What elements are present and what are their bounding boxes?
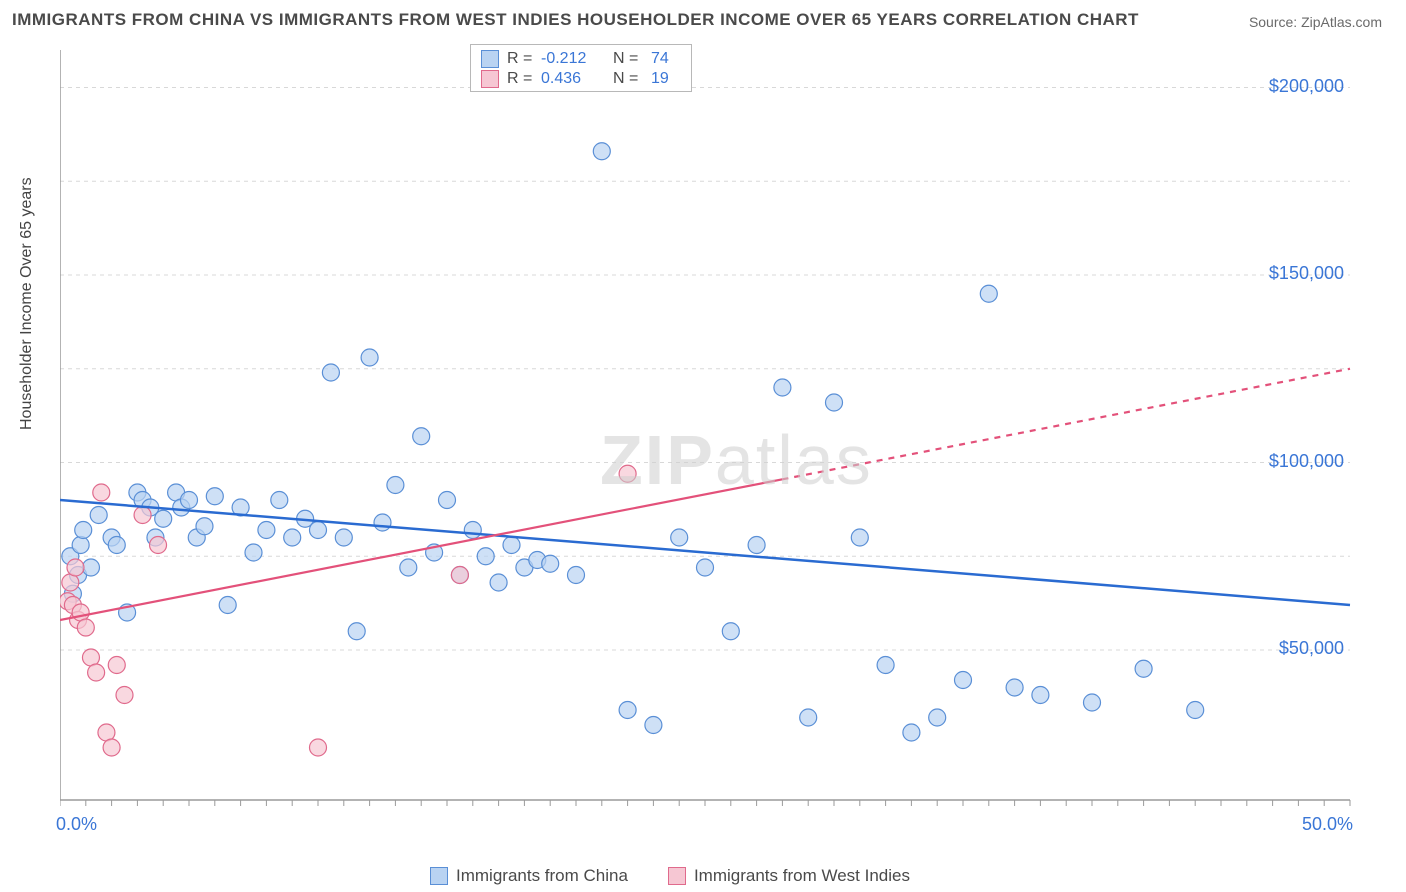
n-value-china: 74 [651, 50, 681, 68]
source-attribution: Source: ZipAtlas.com [1249, 14, 1382, 30]
x-tick-label: 50.0% [1302, 814, 1353, 835]
scatter-plot-svg [60, 40, 1380, 830]
source-label: Source: [1249, 14, 1297, 30]
source-value: ZipAtlas.com [1301, 14, 1382, 30]
swatch-china [430, 867, 448, 885]
chart-title: IMMIGRANTS FROM CHINA VS IMMIGRANTS FROM… [12, 10, 1139, 30]
y-tick-label: $50,000 [1254, 638, 1344, 659]
n-value-westindies: 19 [651, 70, 681, 88]
r-value-westindies: 0.436 [541, 70, 605, 88]
legend-row-westindies: R = 0.436 N = 19 [481, 69, 681, 89]
correlation-legend: R = -0.212 N = 74 R = 0.436 N = 19 [470, 44, 692, 92]
legend-label-westindies: Immigrants from West Indies [694, 866, 910, 886]
series-legend: Immigrants from China Immigrants from We… [430, 866, 910, 886]
swatch-westindies [481, 70, 499, 88]
r-value-china: -0.212 [541, 50, 605, 68]
legend-item-westindies: Immigrants from West Indies [668, 866, 910, 886]
n-label: N = [613, 50, 643, 68]
n-label: N = [613, 70, 643, 88]
swatch-china [481, 50, 499, 68]
legend-item-china: Immigrants from China [430, 866, 628, 886]
legend-row-china: R = -0.212 N = 74 [481, 49, 681, 69]
legend-label-china: Immigrants from China [456, 866, 628, 886]
x-tick-label: 0.0% [56, 814, 97, 835]
r-label: R = [507, 70, 533, 88]
y-tick-label: $150,000 [1254, 263, 1344, 284]
chart-area: ZIPatlas $50,000$100,000$150,000$200,000… [60, 40, 1380, 830]
r-label: R = [507, 50, 533, 68]
y-tick-label: $200,000 [1254, 76, 1344, 97]
y-axis-label: Householder Income Over 65 years [18, 177, 36, 430]
swatch-westindies [668, 867, 686, 885]
y-tick-label: $100,000 [1254, 451, 1344, 472]
